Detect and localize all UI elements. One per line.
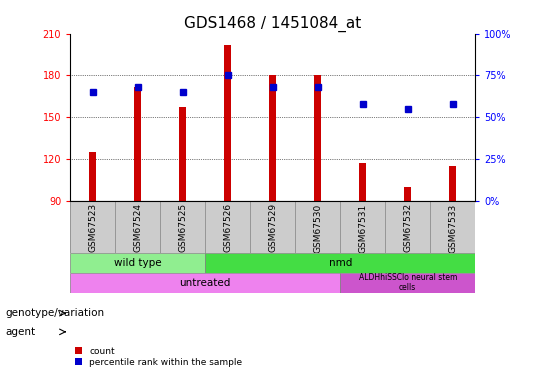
Text: agent: agent (5, 327, 36, 337)
Bar (134, 87, 141, 201)
Bar (224, 45, 231, 201)
Bar (179, 108, 186, 201)
Bar (269, 75, 276, 201)
Bar (70, 273, 340, 292)
Text: GSM67532: GSM67532 (403, 203, 412, 252)
Bar (70, 253, 205, 273)
Text: GSM67530: GSM67530 (313, 203, 322, 252)
Bar (89, 152, 96, 201)
Text: GSM67531: GSM67531 (358, 203, 367, 252)
Text: genotype/variation: genotype/variation (5, 308, 105, 318)
Text: untreated: untreated (179, 278, 231, 288)
Text: nmd: nmd (328, 258, 352, 268)
Text: GSM67533: GSM67533 (448, 203, 457, 252)
Title: GDS1468 / 1451084_at: GDS1468 / 1451084_at (184, 16, 361, 32)
Text: GSM67524: GSM67524 (133, 203, 142, 252)
Bar (340, 273, 475, 292)
Text: ALDHhiSSClo neural stem
cells: ALDHhiSSClo neural stem cells (359, 273, 457, 292)
Bar (205, 253, 475, 273)
Bar (359, 163, 366, 201)
Bar (314, 75, 321, 201)
Legend: count, percentile rank within the sample: count, percentile rank within the sample (75, 347, 242, 367)
Text: GSM67525: GSM67525 (178, 203, 187, 252)
Text: GSM67523: GSM67523 (88, 203, 97, 252)
Bar (404, 187, 411, 201)
Bar (449, 166, 456, 201)
Text: GSM67526: GSM67526 (223, 203, 232, 252)
Text: wild type: wild type (114, 258, 161, 268)
Text: GSM67529: GSM67529 (268, 203, 277, 252)
